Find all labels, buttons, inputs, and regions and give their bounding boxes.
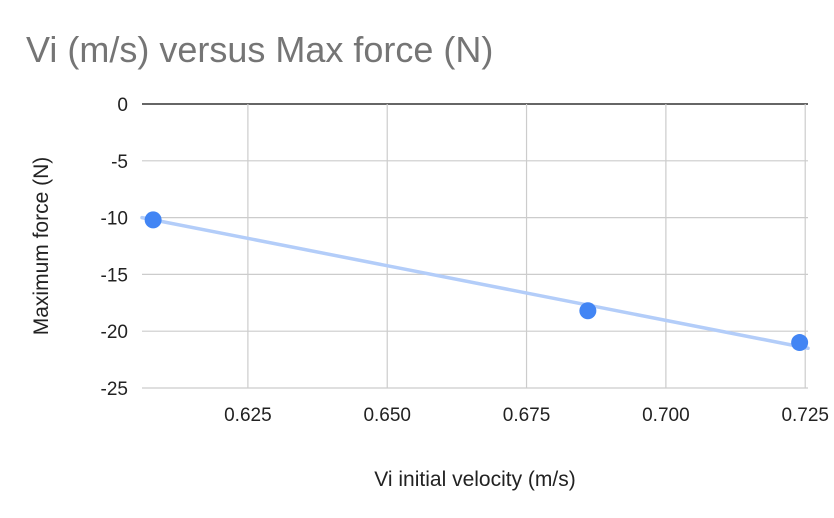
chart-title: Vi (m/s) versus Max force (N)	[26, 29, 493, 70]
data-points-layer	[144, 211, 809, 352]
x-tick-label: 0.625	[224, 405, 272, 426]
y-axis-label: Maximum force (N)	[30, 157, 53, 336]
data-point[interactable]	[579, 302, 597, 320]
y-tick-label: -5	[111, 152, 128, 173]
y-tick-label: 0	[117, 95, 128, 116]
y-tick-label: -20	[101, 322, 128, 343]
x-axis-label: Vi initial velocity (m/s)	[374, 468, 576, 491]
data-point[interactable]	[144, 211, 162, 229]
x-tick-label: 0.725	[781, 405, 829, 426]
y-tick-label: -10	[101, 209, 128, 230]
x-tick-label: 0.650	[363, 405, 411, 426]
x-tick-label: 0.700	[642, 405, 690, 426]
x-axis-ticks: 0.625 0.650 0.675 0.700 0.725	[224, 405, 829, 426]
trendline-layer	[140, 215, 810, 350]
grid-lines	[142, 103, 808, 389]
x-tick-label: 0.675	[503, 405, 551, 426]
data-point[interactable]	[791, 334, 809, 352]
y-tick-label: -15	[101, 265, 128, 286]
y-axis-ticks: 0 -5 -10 -15 -20 -25	[101, 95, 128, 400]
trendline	[140, 215, 810, 350]
y-tick-label: -25	[101, 379, 128, 400]
